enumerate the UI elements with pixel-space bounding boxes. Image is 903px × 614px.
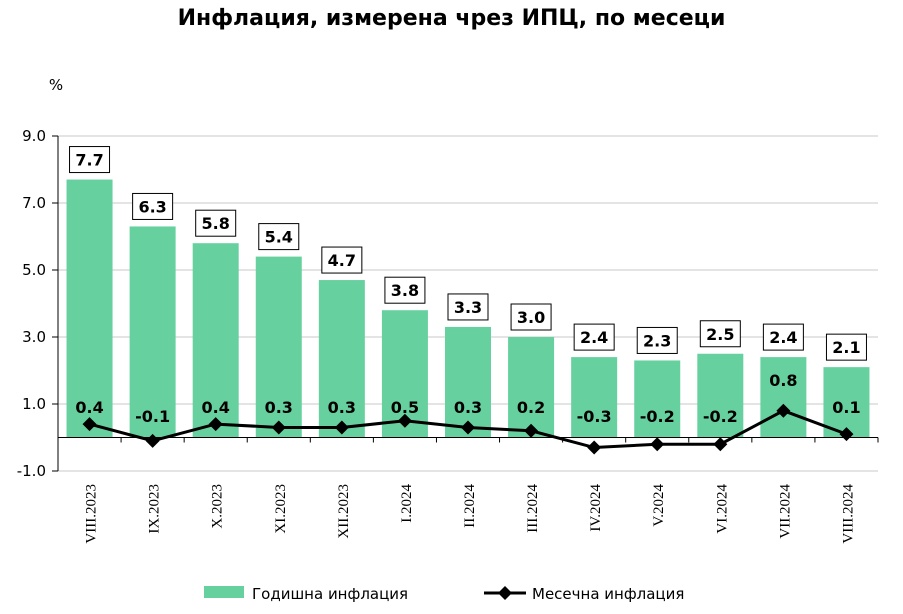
- line-data-label: -0.1: [135, 407, 170, 426]
- bar-data-label: 5.4: [265, 228, 293, 247]
- bar-data-label: 2.4: [769, 328, 797, 347]
- x-tick-label: VIII.2024: [840, 484, 856, 544]
- bar-data-label: 2.5: [706, 325, 734, 344]
- x-tick-label: VIII.2023: [84, 484, 100, 544]
- x-tick-label: X.2023: [210, 484, 226, 529]
- bar-data-label: 7.7: [75, 151, 103, 170]
- bar-label-box: [510, 303, 552, 331]
- y-axis: 9.0 7.0 5.0 3.0 1.0 -1.0%: [17, 76, 63, 480]
- legend-label-line: Месечна инфлация: [532, 585, 684, 603]
- bar-data-label: 3.8: [391, 281, 419, 300]
- legend-swatch-bar: [204, 586, 244, 598]
- bar-label-box: [384, 276, 426, 304]
- x-axis: VIII.2023 IX.2023 X.2023 XI.2023 XII.2023 I.2…: [57, 437, 879, 544]
- x-tick-label: III.2024: [525, 484, 541, 533]
- bar-label-box: [132, 192, 174, 220]
- line-data-label: 0.4: [202, 398, 230, 417]
- bar-label-box: [69, 146, 111, 174]
- bar: [697, 353, 744, 438]
- legend: Годишна инфлация Месечна инфлация: [204, 585, 684, 603]
- bar: [760, 357, 807, 438]
- bar: [634, 360, 681, 438]
- y-tick-label: -1.0: [17, 462, 46, 480]
- line-labels: 0.4 -0.1 0.4 0.3 0.3 0.5 0.3 0.2 -0.3 -0.2 -0.2 0.8…: [75, 371, 860, 426]
- bar-data-label: 2.3: [643, 331, 671, 350]
- bar: [66, 179, 113, 438]
- line-data-label: 0.8: [769, 371, 797, 390]
- line-point: [208, 417, 223, 432]
- line-data-label: 0.5: [391, 398, 419, 417]
- bar-data-label: 2.1: [832, 338, 860, 357]
- line-data-label: 0.2: [517, 398, 545, 417]
- line-point: [461, 420, 475, 435]
- x-tick-label: II.2024: [462, 484, 478, 528]
- line-data-label: 0.3: [454, 398, 482, 417]
- x-tick-label: IV.2024: [588, 484, 604, 532]
- x-tick-label: V.2024: [651, 484, 667, 527]
- bar-data-label: 5.8: [202, 214, 230, 233]
- bar-label-box: [195, 209, 237, 237]
- x-tick-label: XI.2023: [273, 484, 289, 534]
- bar-label-box: [699, 320, 741, 348]
- bar-labels: 7.7 6.3 5.8 5.4 4.7 3.8 3.3 3.0 2.4 2.3 2.5 2.4 2.1: [69, 146, 867, 361]
- y-tick-label: 9.0: [22, 127, 46, 145]
- x-tick-label: IX.2023: [147, 484, 163, 534]
- chart-title: Инфлация, измерена чрез ИПЦ, по месеци: [177, 6, 726, 31]
- line-point: [713, 437, 728, 452]
- y-tick-label: 5.0: [22, 261, 46, 279]
- bar-label-box: [447, 293, 489, 321]
- y-axis-unit: %: [49, 76, 63, 94]
- line-point: [587, 440, 602, 455]
- x-tick-label: I.2024: [399, 484, 415, 523]
- line-data-label: -0.2: [703, 407, 738, 426]
- line-data-label: 0.3: [265, 398, 293, 417]
- bar-label-box: [258, 223, 300, 251]
- line-point: [776, 403, 791, 418]
- bar: [192, 243, 239, 438]
- bar-label-box: [825, 333, 867, 361]
- line-series: [82, 403, 854, 455]
- line-data-label: 0.3: [328, 398, 356, 417]
- line-data-label: 0.4: [75, 398, 103, 417]
- x-tick-label: XII.2023: [336, 484, 352, 539]
- bar: [255, 256, 302, 438]
- line-point: [650, 437, 665, 452]
- y-tick-label: 7.0: [22, 194, 46, 212]
- line-data-label: 0.1: [832, 398, 860, 417]
- bar-label-box: [762, 323, 804, 351]
- x-tick-label: VII.2024: [777, 484, 793, 539]
- bar-data-label: 2.4: [580, 328, 608, 347]
- bar-label-box: [573, 323, 615, 351]
- x-tick-label: VI.2024: [714, 484, 730, 534]
- bar: [571, 357, 618, 438]
- legend-label-bar: Годишна инфлация: [252, 585, 408, 603]
- legend-marker: [498, 586, 512, 600]
- line-data-label: -0.3: [577, 407, 612, 426]
- line-point: [82, 417, 97, 432]
- line-point: [271, 420, 286, 435]
- bar-label-box: [321, 246, 363, 274]
- bar: [129, 226, 176, 438]
- line-data-label: -0.2: [640, 407, 675, 426]
- bar: [508, 337, 555, 438]
- bar-data-label: 3.3: [454, 298, 482, 317]
- line-point: [397, 413, 412, 428]
- bar-data-label: 6.3: [138, 197, 166, 216]
- bar-series: [66, 179, 870, 438]
- bar: [445, 326, 491, 438]
- y-tick-label: 3.0: [22, 328, 46, 346]
- bar-data-label: 3.0: [517, 308, 545, 327]
- line-point: [524, 423, 539, 438]
- bar-data-label: 4.7: [328, 251, 356, 270]
- bar: [318, 280, 365, 438]
- line-point: [334, 420, 349, 435]
- y-tick-label: 1.0: [22, 395, 46, 413]
- bar: [823, 367, 870, 438]
- bar-label-box: [636, 326, 678, 354]
